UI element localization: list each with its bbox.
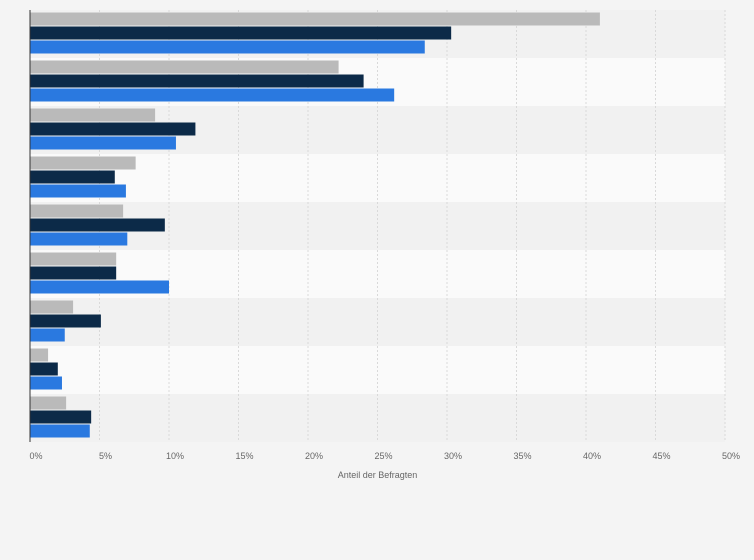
x-axis-label: Anteil der Befragten — [338, 470, 418, 480]
x-tick-label: 45% — [652, 451, 670, 461]
bar[interactable] — [30, 74, 364, 88]
bar[interactable] — [30, 108, 156, 122]
bar[interactable] — [30, 232, 128, 246]
bar[interactable] — [30, 280, 169, 294]
x-tick-label: 35% — [513, 451, 531, 461]
bar[interactable] — [30, 410, 92, 424]
bar[interactable] — [30, 204, 124, 218]
bar[interactable] — [30, 88, 395, 102]
x-tick-label: 50% — [722, 451, 740, 461]
bar[interactable] — [30, 314, 101, 328]
bar[interactable] — [30, 184, 126, 198]
bar[interactable] — [30, 252, 117, 266]
bar[interactable] — [30, 156, 136, 170]
x-tick-label: 20% — [305, 451, 323, 461]
x-tick-label: 5% — [99, 451, 112, 461]
bar[interactable] — [30, 328, 65, 342]
x-tick-label: 40% — [583, 451, 601, 461]
bar[interactable] — [30, 12, 600, 26]
bar[interactable] — [30, 60, 339, 74]
x-tick-label: 15% — [235, 451, 253, 461]
bar[interactable] — [30, 362, 58, 376]
x-tick-label: 0% — [29, 451, 42, 461]
bar[interactable] — [30, 266, 117, 280]
bars — [30, 12, 600, 438]
bar[interactable] — [30, 26, 452, 40]
bar[interactable] — [30, 40, 425, 54]
bar[interactable] — [30, 424, 90, 438]
bar[interactable] — [30, 122, 196, 136]
bar[interactable] — [30, 300, 74, 314]
bar[interactable] — [30, 376, 62, 390]
bar[interactable] — [30, 348, 49, 362]
bar[interactable] — [30, 136, 176, 150]
x-tick-label: 10% — [166, 451, 184, 461]
bar[interactable] — [30, 218, 165, 232]
x-tick-labels: 0% 5% 10% 15% 20% 25% 30% 35% 40% 45% 50% — [29, 451, 740, 461]
x-tick-label: 25% — [374, 451, 392, 461]
bar[interactable] — [30, 396, 67, 410]
x-tick-label: 30% — [444, 451, 462, 461]
bar[interactable] — [30, 170, 115, 184]
